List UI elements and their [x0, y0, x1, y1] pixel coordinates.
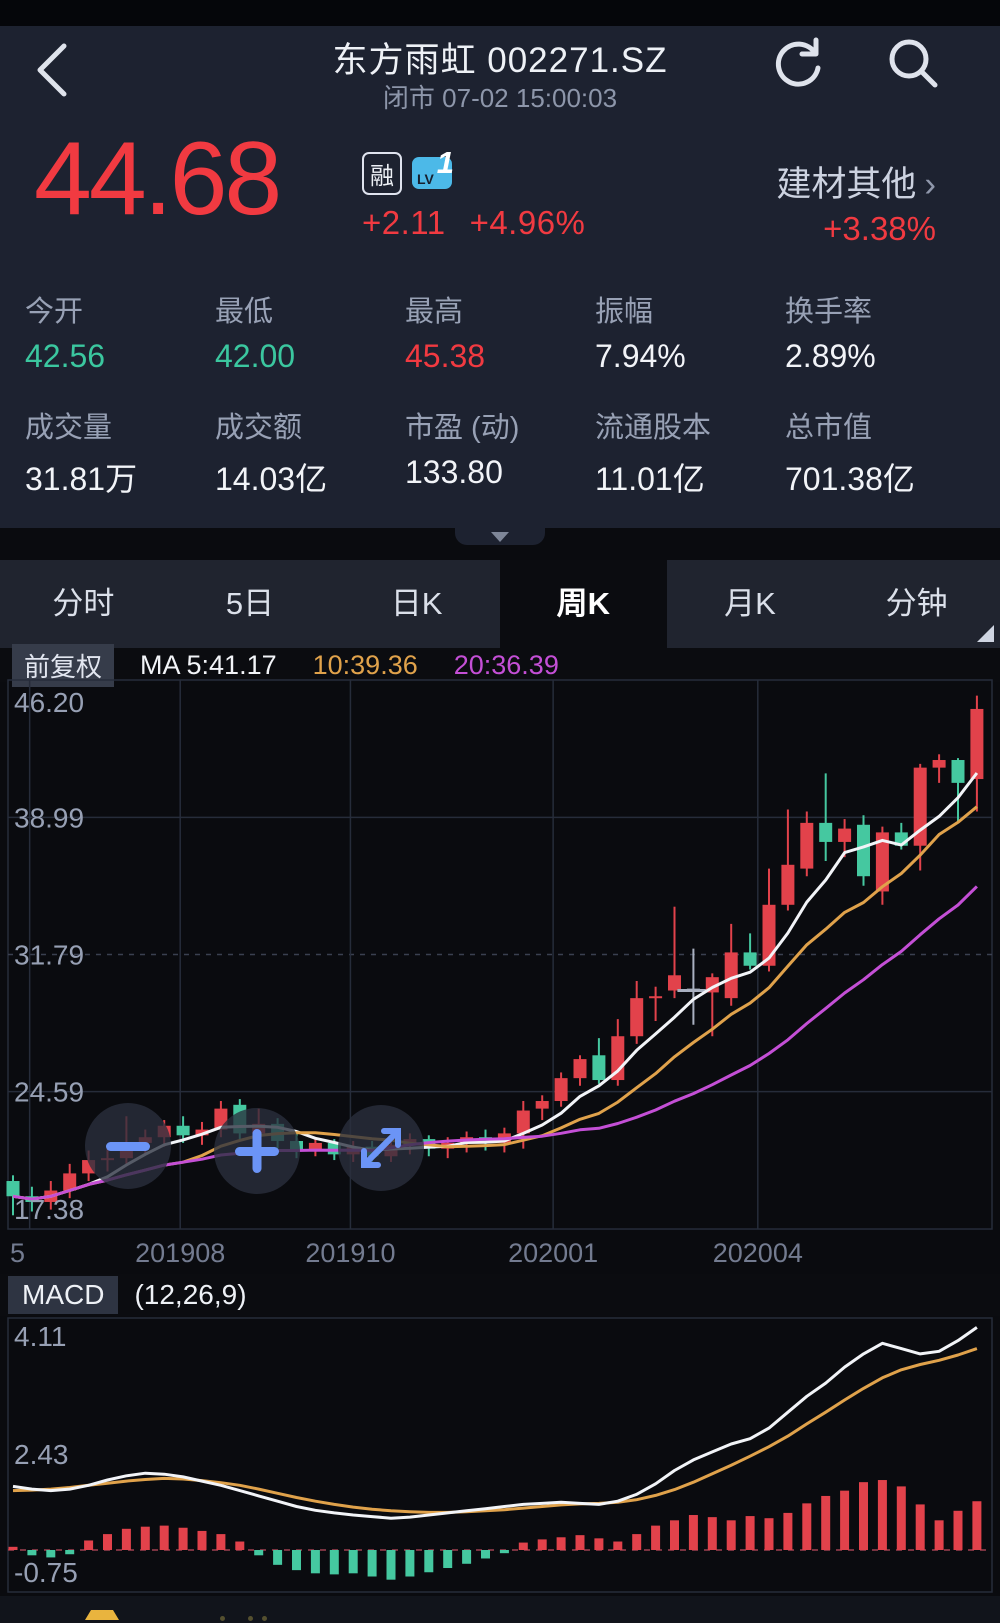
kline-y-axis-labels: 46.20 38.99 31.79 24.59 17.38	[14, 687, 84, 1225]
svg-text:38.99: 38.99	[14, 802, 84, 833]
level-badge-prefix: LV	[417, 171, 434, 187]
stat-value: 2.89%	[785, 338, 876, 374]
status-bar	[0, 0, 1000, 26]
svg-text:201908: 201908	[135, 1238, 225, 1268]
macd-y-axis-labels: 4.11 2.43 -0.75	[14, 1321, 78, 1588]
search-button[interactable]	[882, 32, 944, 94]
svg-text:24.59: 24.59	[14, 1077, 84, 1108]
tab-monthly-k[interactable]: 月K	[724, 586, 776, 621]
stat-value: 701.38亿	[785, 461, 915, 497]
macd-indicator-chip[interactable]: MACD	[8, 1276, 119, 1314]
stat-value: 14.03亿	[215, 461, 328, 497]
tab-5day[interactable]: 5日	[225, 586, 275, 621]
period-tabbar: 分时 5日 日K 周K 月K 分钟	[0, 560, 1000, 648]
price-change-row: +2.11 +4.96%	[362, 204, 609, 242]
svg-text:201910: 201910	[305, 1238, 395, 1268]
stat-value: 45.38	[405, 338, 486, 374]
ma20-line	[12, 885, 978, 1201]
fullscreen-button[interactable]	[338, 1105, 424, 1191]
sector-change-percent: +3.38%	[823, 210, 936, 247]
margin-trading-badge[interactable]: 融	[362, 151, 402, 195]
dif-line	[12, 1326, 978, 1520]
dot-icon	[220, 1616, 225, 1621]
stat-label: 最低	[215, 296, 274, 328]
level-badge-number: 1	[436, 145, 454, 180]
stat-label: 成交量	[25, 412, 113, 444]
svg-text:5: 5	[10, 1238, 25, 1268]
ma20-legend: 20:36.39	[453, 649, 559, 680]
sector-name: 建材其他	[776, 165, 917, 204]
macd-chart[interactable]: 4.11 2.43 -0.75	[0, 1316, 1000, 1596]
back-chevron-icon	[37, 43, 67, 97]
collapse-handle[interactable]	[455, 528, 545, 545]
macd-histogram	[8, 1480, 982, 1580]
svg-text:17.38: 17.38	[14, 1194, 84, 1225]
stat-label: 换手率	[785, 296, 873, 328]
back-button[interactable]	[26, 36, 82, 104]
expand-arrows-icon	[361, 1128, 401, 1168]
macd-params: (12,26,9)	[134, 1279, 247, 1310]
svg-text:31.79: 31.79	[14, 940, 84, 971]
dot-icon	[248, 1616, 253, 1621]
bottom-strip	[0, 1596, 1000, 1623]
level1-quote-badge[interactable]: LV 1	[412, 145, 454, 189]
dot-icon	[262, 1616, 267, 1621]
price-change-percent: +4.96%	[469, 204, 586, 241]
dea-line	[12, 1347, 978, 1514]
kline-x-axis-labels: 5 201908 201910 202001 202004	[10, 1238, 803, 1268]
gold-ingot-icon	[85, 1610, 119, 1620]
weekly-kline-chart[interactable]: 46.20 38.99 31.79 24.59 17.38 5 201908 201910 20…	[0, 672, 1000, 1274]
plus-icon	[235, 1129, 279, 1173]
stat-value: 133.80	[405, 454, 503, 490]
tab-timeline[interactable]: 分时	[52, 586, 115, 621]
stat-label: 成交额	[215, 412, 303, 444]
sector-link[interactable]: 建材其他 ›	[576, 156, 936, 207]
stat-label: 市盈 (动)	[405, 412, 520, 444]
svg-text:202004: 202004	[713, 1238, 803, 1268]
svg-text:4.11: 4.11	[14, 1321, 66, 1352]
tab-minutes[interactable]: 分钟	[885, 586, 948, 621]
macd-border	[7, 1317, 993, 1593]
stat-label: 最高	[405, 296, 464, 328]
stat-label: 总市值	[785, 412, 873, 444]
ma5-line	[12, 772, 979, 1201]
minus-icon	[106, 1142, 150, 1151]
zoom-out-button[interactable]	[85, 1103, 171, 1189]
quote-header: 东方雨虹 002271.SZ 闭市 07-02 15:00:03 44.68 融…	[0, 26, 1000, 528]
corner-triangle-icon	[977, 625, 994, 642]
stat-value: 42.56	[25, 338, 106, 374]
tab-daily-k[interactable]: 日K	[390, 586, 443, 621]
ma10-legend: 10:39.36	[312, 649, 418, 680]
stat-value: 11.01亿	[595, 461, 705, 497]
refresh-button[interactable]	[768, 32, 830, 94]
stat-value: 31.81万	[25, 461, 138, 497]
chevron-down-icon	[491, 532, 509, 542]
stat-value: 7.94%	[595, 338, 686, 374]
svg-text:46.20: 46.20	[14, 687, 84, 718]
tab-weekly-k[interactable]: 周K	[499, 560, 667, 648]
chevron-right-icon: ›	[924, 165, 936, 204]
page-title: 东方雨虹 002271.SZ	[332, 41, 668, 80]
refresh-icon	[775, 37, 821, 87]
badge-group: 融 LV 1	[362, 145, 454, 195]
stat-label: 振幅	[595, 296, 654, 328]
svg-text:202001: 202001	[508, 1238, 598, 1268]
stat-label: 今开	[25, 296, 84, 328]
zoom-in-button[interactable]	[214, 1108, 300, 1194]
last-price: 44.68	[34, 121, 282, 237]
stat-value: 42.00	[215, 338, 296, 374]
svg-text:-0.75: -0.75	[14, 1557, 78, 1588]
macd-header-row: MACD (12,26,9)	[0, 1274, 1000, 1316]
search-icon	[889, 39, 938, 88]
price-change: +2.11	[362, 204, 446, 241]
stat-label: 流通股本	[595, 412, 712, 444]
svg-text:2.43: 2.43	[14, 1439, 69, 1470]
ma5-legend: MA 5:41.17	[140, 649, 277, 680]
market-status-time: 闭市 07-02 15:00:03	[382, 83, 618, 113]
